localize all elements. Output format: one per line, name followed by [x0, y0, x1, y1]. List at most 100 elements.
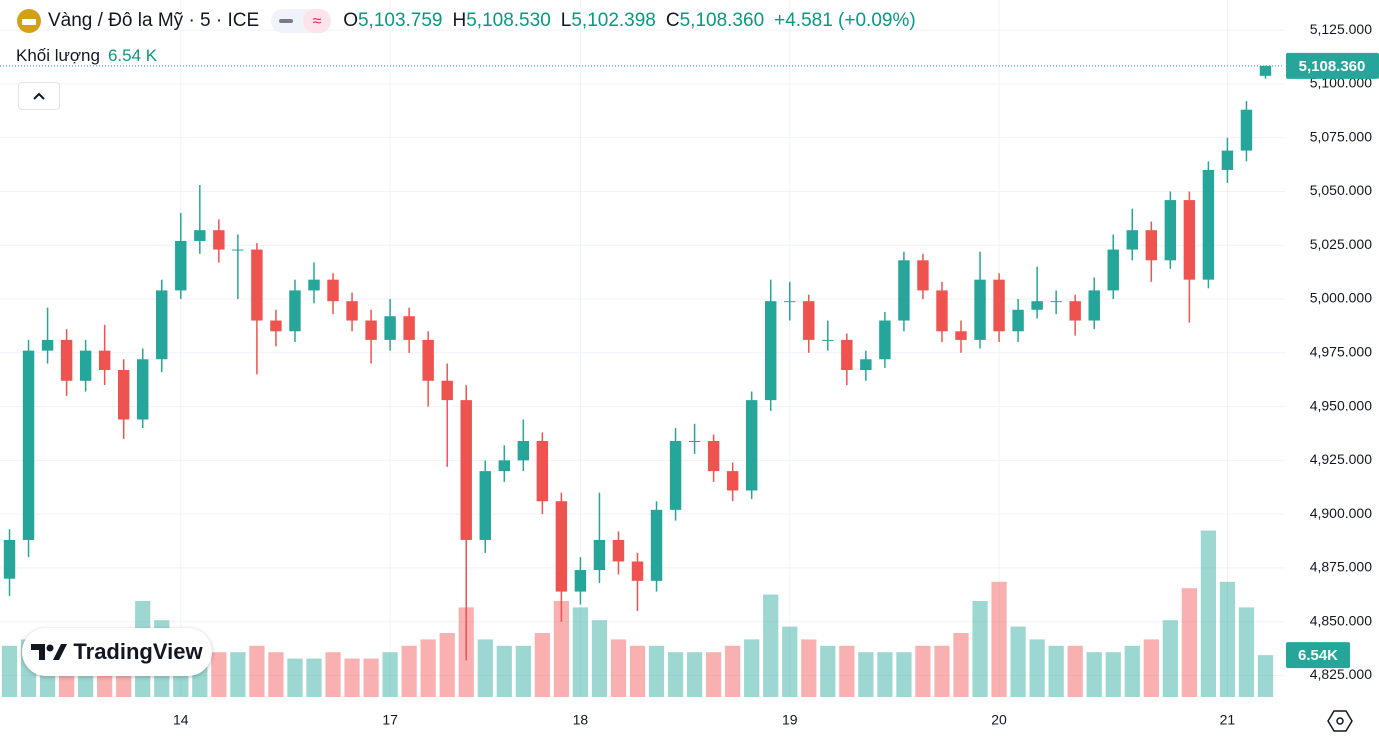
- volume-bar: [1010, 626, 1026, 697]
- volume-bar: [496, 645, 512, 697]
- candle-body: [22, 350, 35, 540]
- candle-body: [156, 290, 168, 360]
- candles: [3, 65, 1272, 661]
- volume-bar: [1048, 645, 1064, 697]
- candle-body: [289, 290, 301, 332]
- y-tick-label: 5,050.000: [1310, 182, 1372, 198]
- volume-tag-label: 6.54K: [1298, 647, 1338, 664]
- brand-logo: TradingView: [22, 628, 212, 676]
- candle-body: [784, 301, 796, 303]
- candle-body: [1069, 301, 1081, 321]
- volume-bar: [325, 652, 341, 697]
- candle-body: [536, 441, 549, 502]
- candle-body: [974, 279, 986, 340]
- volume-bar: [382, 652, 398, 697]
- volume-legend: Khối lượng 6.54 K: [16, 46, 157, 66]
- y-tick-label: 4,825.000: [1310, 666, 1372, 682]
- candle-body: [308, 279, 320, 291]
- ohlc: O5,103.759 H5,108.530 L5,102.398 C5,108.360: [343, 10, 764, 32]
- candle-body: [517, 441, 530, 461]
- candle-body: [841, 339, 853, 371]
- volume-bar: [363, 658, 379, 697]
- y-tick-label: 5,075.000: [1310, 128, 1372, 144]
- toggle[interactable]: ≈: [271, 8, 332, 34]
- candle-body: [1164, 200, 1177, 261]
- ohlc-value: 5,103.759: [357, 10, 443, 31]
- volume-bar: [1238, 607, 1255, 697]
- volume-bar: [896, 652, 912, 697]
- x-tick-label: 20: [991, 712, 1007, 728]
- candle-body: [98, 350, 111, 371]
- volume-bar: [610, 639, 627, 697]
- candle-body: [346, 301, 358, 321]
- candle-body: [669, 441, 682, 510]
- y-tick-label: 4,875.000: [1310, 559, 1372, 575]
- candle-body: [498, 460, 510, 472]
- volume-bar: [858, 652, 874, 697]
- candle-body: [574, 570, 587, 592]
- settings-icon[interactable]: [1327, 710, 1353, 732]
- volume-bar: [686, 652, 703, 697]
- volume-bar: [991, 581, 1007, 697]
- volume-title: Khối lượng: [16, 46, 100, 65]
- volume-bar: [782, 626, 798, 697]
- candle-body: [555, 501, 568, 592]
- volume-bar: [211, 652, 227, 697]
- volume-bar: [249, 645, 265, 697]
- y-tick-label: 4,850.000: [1310, 612, 1372, 628]
- candle-body: [1012, 309, 1024, 332]
- candle-body: [270, 320, 282, 332]
- volume-bar: [1105, 652, 1121, 697]
- candle-body: [384, 316, 396, 340]
- volume-bar: [287, 658, 303, 697]
- volume-bar: [820, 645, 836, 697]
- ohlc-key: C: [665, 10, 680, 31]
- symbol-icon: [17, 9, 41, 33]
- candle-body: [213, 230, 225, 250]
- volume-bar: [1, 645, 18, 697]
- volume-bar: [515, 645, 531, 697]
- volume-bar: [591, 620, 608, 697]
- ohlc-key: O: [343, 10, 358, 31]
- chevron: [33, 92, 45, 100]
- svg-text:≈: ≈: [313, 13, 322, 30]
- candle-body: [1259, 65, 1272, 76]
- y-tick-label: 5,025.000: [1310, 236, 1372, 252]
- volume-bar: [953, 633, 969, 697]
- volume-bar: [725, 645, 741, 697]
- y-tick-label: 4,900.000: [1310, 505, 1372, 521]
- candle-body: [688, 441, 701, 443]
- candle-body: [403, 316, 415, 340]
- brand-icon: [31, 644, 68, 660]
- candle-body: [1221, 150, 1234, 170]
- collapse-button[interactable]: [18, 82, 60, 110]
- candle-body: [1126, 230, 1138, 250]
- volume-bar: [534, 633, 550, 697]
- candle-body: [631, 561, 644, 581]
- y-tick-label: 4,950.000: [1310, 397, 1372, 413]
- volume-bar: [477, 639, 493, 697]
- volume-bar: [572, 607, 589, 697]
- candle-body: [460, 400, 472, 540]
- candle-body: [41, 339, 54, 351]
- candle-body: [936, 290, 948, 332]
- volume-bar: [306, 658, 322, 697]
- volume-bar: [877, 652, 893, 697]
- candle-body: [422, 339, 434, 381]
- last-price-tag: [1286, 52, 1379, 79]
- volume-bar: [744, 639, 760, 697]
- x-tick-label: 21: [1220, 712, 1236, 728]
- volume-bar: [344, 658, 360, 697]
- candle-body: [707, 441, 720, 472]
- candle-body: [917, 260, 929, 291]
- candle-body: [1050, 301, 1062, 303]
- candle-body: [3, 539, 16, 579]
- candle-body: [1107, 249, 1119, 291]
- candle-body: [365, 320, 377, 340]
- volume-bar: [667, 652, 684, 697]
- candle-body: [650, 509, 663, 581]
- volume-bar: [420, 639, 436, 697]
- candle-body: [327, 279, 339, 302]
- settings-icon-shape: [1327, 710, 1353, 732]
